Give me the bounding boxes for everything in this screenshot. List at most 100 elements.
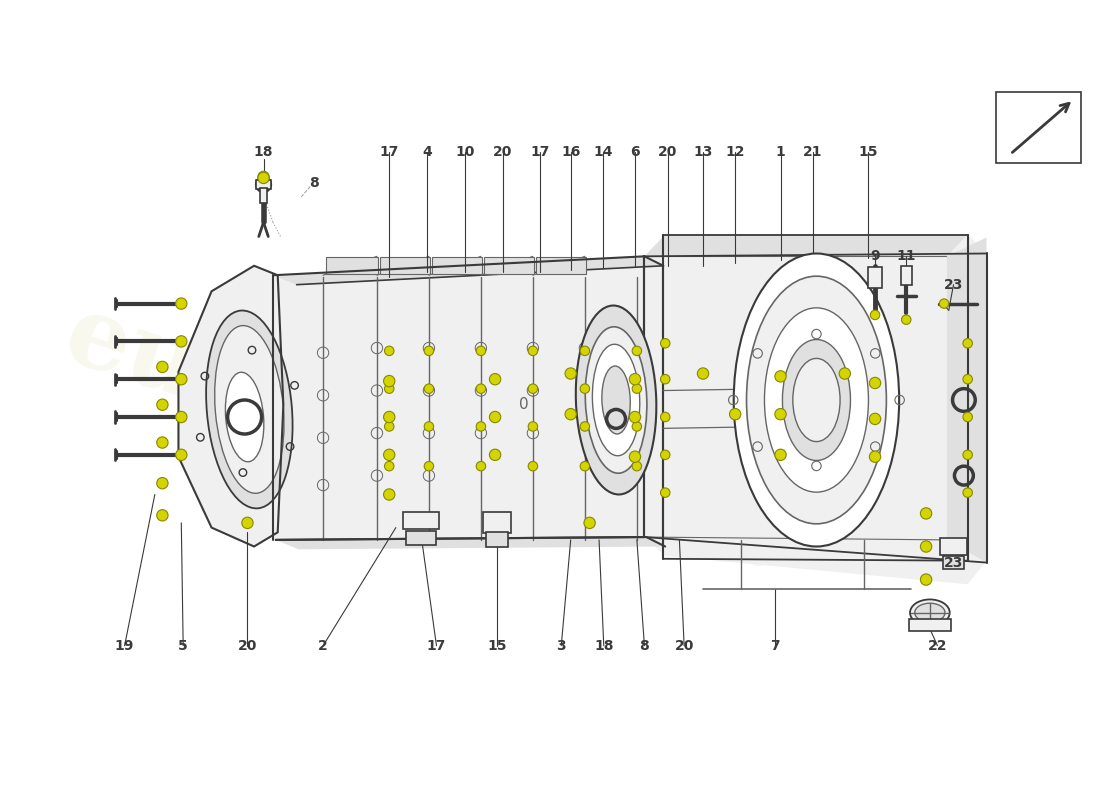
Circle shape [629,374,640,385]
FancyBboxPatch shape [909,619,950,630]
FancyBboxPatch shape [483,513,512,534]
Circle shape [869,378,881,389]
Circle shape [902,315,911,324]
Text: 20: 20 [238,638,257,653]
Text: 16: 16 [561,146,581,159]
Circle shape [425,462,433,471]
Circle shape [156,478,168,489]
Polygon shape [273,256,663,285]
Circle shape [476,422,485,431]
Circle shape [629,451,640,462]
Text: 12: 12 [725,146,745,159]
Circle shape [580,462,590,471]
Ellipse shape [764,308,868,492]
Text: 23: 23 [944,555,964,570]
FancyBboxPatch shape [406,531,437,545]
Ellipse shape [226,372,264,462]
Text: 23: 23 [944,278,964,292]
Circle shape [156,510,168,521]
Text: 8: 8 [639,638,649,653]
FancyBboxPatch shape [326,258,378,274]
FancyBboxPatch shape [536,258,586,274]
Circle shape [962,374,972,384]
Circle shape [939,299,949,308]
Circle shape [384,489,395,500]
Circle shape [490,374,500,385]
FancyBboxPatch shape [485,532,508,547]
Circle shape [257,172,270,183]
Circle shape [632,346,641,355]
Circle shape [565,409,576,420]
Ellipse shape [782,339,850,461]
Circle shape [528,462,538,471]
FancyBboxPatch shape [484,258,534,274]
FancyBboxPatch shape [404,513,439,530]
Text: 2: 2 [318,638,328,653]
Circle shape [528,422,538,431]
Text: a passion for cars since 1985: a passion for cars since 1985 [408,473,771,573]
Polygon shape [178,266,284,546]
Circle shape [632,422,641,431]
Ellipse shape [747,276,887,524]
Polygon shape [273,258,645,540]
Circle shape [660,374,670,384]
FancyBboxPatch shape [379,258,430,274]
Text: 14: 14 [593,146,613,159]
FancyBboxPatch shape [943,556,964,569]
Circle shape [869,414,881,425]
Ellipse shape [602,366,630,434]
Circle shape [528,384,538,394]
Text: 15: 15 [859,146,878,159]
Circle shape [839,368,850,379]
Text: 10: 10 [455,146,474,159]
Circle shape [476,384,485,394]
Circle shape [385,346,394,355]
Circle shape [385,422,394,431]
Circle shape [257,171,270,182]
Circle shape [774,370,786,382]
Circle shape [697,368,708,379]
FancyBboxPatch shape [432,258,482,274]
Circle shape [962,412,972,422]
Circle shape [156,362,168,373]
Polygon shape [645,234,968,256]
Circle shape [660,450,670,459]
Text: 20: 20 [674,638,694,653]
Circle shape [774,449,786,461]
Text: 18: 18 [594,638,614,653]
Circle shape [490,449,500,461]
FancyBboxPatch shape [901,266,912,285]
Circle shape [921,541,932,552]
Text: 4: 4 [422,146,432,159]
Circle shape [580,422,590,431]
Circle shape [384,375,395,386]
Circle shape [869,451,881,462]
Text: 22: 22 [927,638,947,653]
Text: eurospares: eurospares [53,286,672,570]
Circle shape [384,449,395,461]
Circle shape [660,338,670,348]
Text: 13: 13 [693,146,713,159]
Ellipse shape [910,599,949,626]
Circle shape [256,177,271,192]
Circle shape [565,368,576,379]
Circle shape [425,422,433,431]
Circle shape [660,488,670,498]
Circle shape [176,449,187,461]
Circle shape [385,462,394,471]
Polygon shape [276,537,666,550]
Text: 15: 15 [487,638,507,653]
Circle shape [476,346,485,355]
Text: 18: 18 [254,146,273,159]
Circle shape [660,412,670,422]
Text: 3: 3 [557,638,566,653]
Text: 17: 17 [427,638,447,653]
Circle shape [242,518,253,529]
Ellipse shape [585,326,647,474]
Ellipse shape [734,254,899,546]
FancyBboxPatch shape [256,180,271,190]
Text: 11: 11 [896,250,916,263]
Ellipse shape [915,603,945,622]
Circle shape [528,346,538,355]
Circle shape [176,374,187,385]
